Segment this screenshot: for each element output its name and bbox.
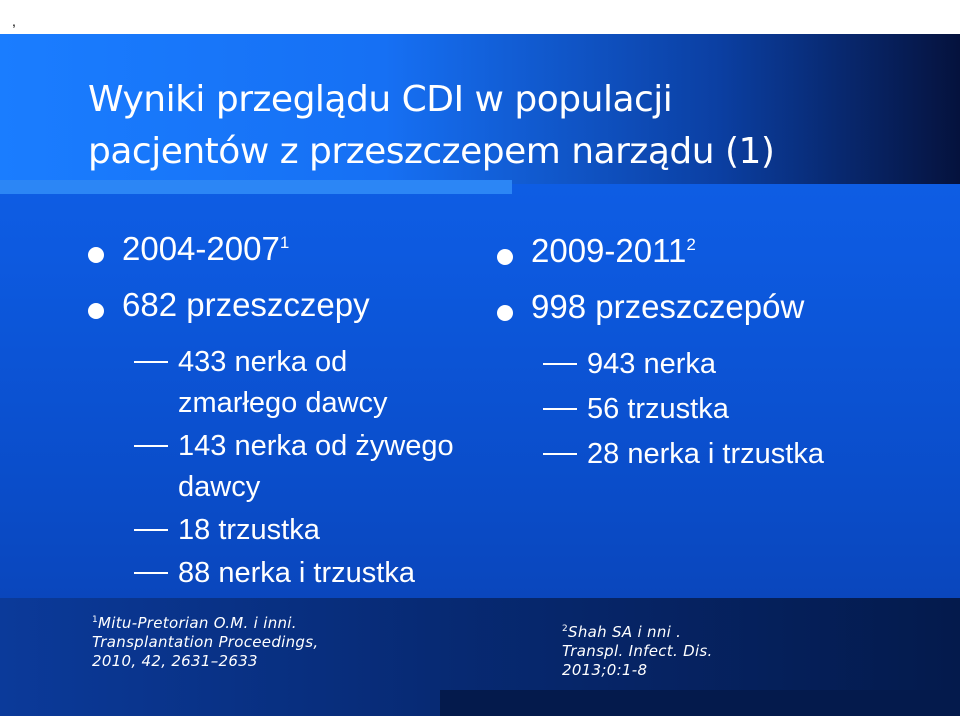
right-total-bullet: 998 przeszczepów [497, 288, 937, 344]
dash-icon [134, 445, 168, 447]
top-white-strip: , [0, 0, 960, 34]
bullet-dot-icon [497, 305, 513, 321]
left-column: 2004-20071 682 przeszczepy 433 nerka od … [88, 230, 468, 596]
reference-left-line-1: Mitu-Pretorian O.M. i inni. [98, 614, 297, 632]
left-period: 2004-2007 [122, 230, 280, 267]
left-total: 682 przeszczepy [122, 286, 370, 323]
title-band [0, 34, 960, 184]
right-period-bullet: 2009-20112 [497, 232, 937, 288]
left-period-bullet: 2004-20071 [88, 230, 468, 286]
left-total-bullet: 682 przeszczepy [88, 286, 468, 342]
left-sub-item-text: 143 nerka od żywego dawcy [178, 430, 454, 503]
right-period: 2009-2011 [531, 232, 687, 269]
right-sub-item: 943 nerka [543, 344, 943, 385]
right-sub-item-text: 28 nerka i trzustka [587, 438, 824, 470]
bullet-dot-icon [88, 247, 104, 263]
reference-right-line-2: Transpl. Infect. Dis. [562, 642, 713, 660]
right-sub-item: 28 nerka i trzustka [543, 434, 943, 475]
title-line-2: pacjentów z przeszczepem narządu (1) [88, 131, 775, 172]
reference-left-line-2: Transplantation Proceedings, [92, 633, 319, 651]
bullet-dot-icon [88, 303, 104, 319]
dash-icon [134, 529, 168, 531]
left-sub-item-text: 18 trzustka [178, 514, 320, 546]
left-sub-item-text: 433 nerka od zmarłego dawcy [178, 346, 388, 419]
left-sub-item: 433 nerka od zmarłego dawcy [134, 342, 464, 424]
bullet-dot-icon [497, 249, 513, 265]
reference-left-line-3: 2010, 42, 2631–2633 [92, 652, 258, 670]
right-period-ref: 2 [686, 235, 696, 254]
reference-right-num: 2 [562, 624, 569, 634]
left-sub-item: 88 nerka i trzustka [134, 553, 464, 594]
right-total: 998 przeszczepów [531, 288, 805, 325]
left-sub-item-text: 88 nerka i trzustka [178, 557, 415, 589]
reference-right-line-3: 2013;0:1-8 [562, 661, 648, 679]
left-sub-item: 143 nerka od żywego dawcy [134, 426, 464, 508]
title-line-1: Wyniki przeglądu CDI w populacji [88, 79, 673, 120]
right-sub-item: 56 trzustka [543, 389, 943, 430]
left-period-ref: 1 [279, 233, 290, 252]
reference-left: 1Mitu-Pretorian O.M. i inni. Transplanta… [92, 614, 318, 671]
reference-left-num: 1 [92, 615, 99, 625]
dash-icon [134, 572, 168, 574]
right-sub-item-text: 943 nerka [587, 348, 716, 380]
right-sub-item-text: 56 trzustka [587, 393, 729, 425]
title-underline-bar [0, 180, 512, 194]
right-column: 2009-20112 998 przeszczepów 943 nerka 56… [497, 232, 937, 479]
dash-icon [543, 363, 577, 365]
reference-right: 2Shah SA i nni . Transpl. Infect. Dis. 2… [562, 623, 713, 680]
dash-icon [543, 408, 577, 410]
left-sub-item: 18 trzustka [134, 510, 464, 551]
bottom-right-block [440, 690, 960, 716]
reference-right-line-1: Shah SA i nni . [568, 623, 682, 641]
corner-mark: , [12, 13, 16, 29]
dash-icon [543, 453, 577, 455]
dash-icon [134, 361, 168, 363]
slide-title: Wyniki przeglądu CDI w populacji pacjent… [88, 74, 928, 178]
